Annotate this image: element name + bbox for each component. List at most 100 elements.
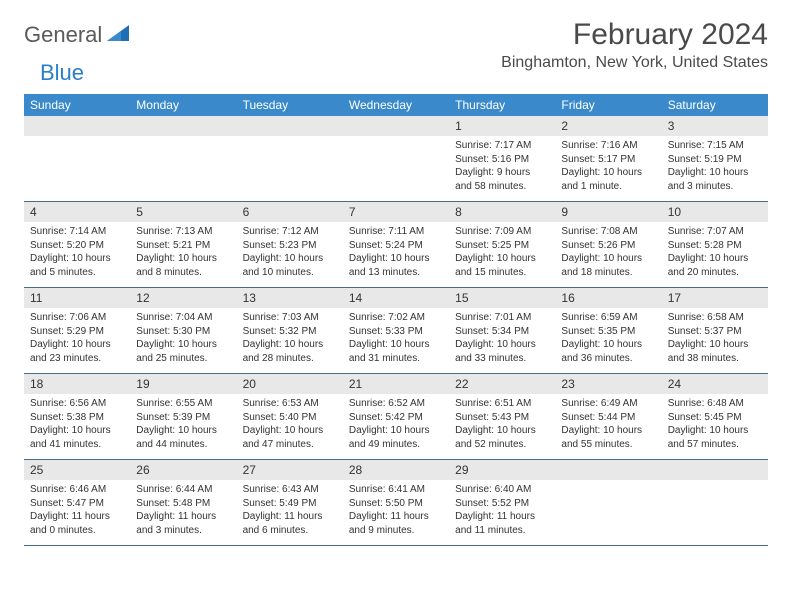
day-detail-line: Sunrise: 6:56 AM [30,397,124,411]
day-detail-line: Sunset: 5:47 PM [30,497,124,511]
day-number: 8 [449,202,555,222]
day-detail: Sunrise: 6:44 AMSunset: 5:48 PMDaylight:… [130,480,236,545]
day-number: 10 [662,202,768,222]
day-number: 4 [24,202,130,222]
day-detail: Sunrise: 7:04 AMSunset: 5:30 PMDaylight:… [130,308,236,373]
day-detail-line: Daylight: 11 hours [30,510,124,524]
day-number: 6 [237,202,343,222]
day-detail-line: and 1 minute. [561,180,655,194]
week-1-body: Sunrise: 7:17 AMSunset: 5:16 PMDaylight:… [24,136,768,202]
day-detail-line: Daylight: 11 hours [455,510,549,524]
day-detail-line: and 47 minutes. [243,438,337,452]
day-detail-line: and 10 minutes. [243,266,337,280]
weekday-monday: Monday [130,94,236,116]
day-number [237,116,343,136]
week-5-numbers: 2526272829 [24,460,768,480]
day-detail-line: and 58 minutes. [455,180,549,194]
brand-triangle-icon [107,25,129,46]
week-2-body: Sunrise: 7:14 AMSunset: 5:20 PMDaylight:… [24,222,768,288]
day-number: 13 [237,288,343,308]
day-detail: Sunrise: 7:01 AMSunset: 5:34 PMDaylight:… [449,308,555,373]
day-detail-line: Daylight: 10 hours [349,252,443,266]
day-detail: Sunrise: 6:53 AMSunset: 5:40 PMDaylight:… [237,394,343,459]
day-detail-line: Daylight: 10 hours [30,424,124,438]
title-block: February 2024 Binghamton, New York, Unit… [501,18,768,72]
week-5-body: Sunrise: 6:46 AMSunset: 5:47 PMDaylight:… [24,480,768,546]
day-detail-line: Sunset: 5:39 PM [136,411,230,425]
day-detail-line: Sunset: 5:21 PM [136,239,230,253]
day-detail-line: Sunset: 5:25 PM [455,239,549,253]
day-number: 28 [343,460,449,480]
day-detail-line: Sunrise: 6:44 AM [136,483,230,497]
day-detail: Sunrise: 6:51 AMSunset: 5:43 PMDaylight:… [449,394,555,459]
day-detail-line: Sunrise: 7:01 AM [455,311,549,325]
day-detail-line: Daylight: 11 hours [349,510,443,524]
day-detail-line: and 41 minutes. [30,438,124,452]
day-detail: Sunrise: 6:41 AMSunset: 5:50 PMDaylight:… [343,480,449,545]
day-detail-line: Daylight: 10 hours [561,338,655,352]
day-number: 18 [24,374,130,394]
day-detail-line: and 3 minutes. [668,180,762,194]
day-detail-line: Daylight: 10 hours [136,338,230,352]
day-number: 25 [24,460,130,480]
day-detail-line: and 6 minutes. [243,524,337,538]
day-detail: Sunrise: 7:08 AMSunset: 5:26 PMDaylight:… [555,222,661,287]
day-detail-line: Sunrise: 7:06 AM [30,311,124,325]
day-number: 7 [343,202,449,222]
month-title: February 2024 [501,18,768,52]
day-detail-line: and 52 minutes. [455,438,549,452]
day-detail: Sunrise: 6:55 AMSunset: 5:39 PMDaylight:… [130,394,236,459]
day-detail-line: Daylight: 10 hours [455,338,549,352]
week-3-body: Sunrise: 7:06 AMSunset: 5:29 PM Daylight:… [24,308,768,374]
day-detail-line: Sunrise: 7:14 AM [30,225,124,239]
day-detail-line: Daylight: 11 hours [136,510,230,524]
weekday-tuesday: Tuesday [237,94,343,116]
day-detail-line: Sunrise: 6:59 AM [561,311,655,325]
day-detail-line: Sunset: 5:38 PM [30,411,124,425]
day-detail-line: Sunrise: 7:04 AM [136,311,230,325]
day-detail-line: Sunset: 5:17 PM [561,153,655,167]
day-detail-line: Sunset: 5:52 PM [455,497,549,511]
day-number: 29 [449,460,555,480]
week-2-numbers: 45678910 [24,202,768,222]
day-detail: Sunrise: 7:12 AMSunset: 5:23 PMDaylight:… [237,222,343,287]
day-detail-line: Sunset: 5:42 PM [349,411,443,425]
day-detail-line: Sunset: 5:37 PM [668,325,762,339]
day-number [555,460,661,480]
day-detail-line: Sunset: 5:32 PM [243,325,337,339]
day-detail-line: and 44 minutes. [136,438,230,452]
day-detail-line: Sunrise: 6:48 AM [668,397,762,411]
day-detail-line: Sunrise: 7:15 AM [668,139,762,153]
day-detail [237,136,343,201]
day-detail-line: Daylight: 10 hours [455,252,549,266]
day-detail-line: Daylight: 10 hours [561,166,655,180]
day-detail-line: Sunset: 5:29 PM [30,325,124,339]
day-detail: Sunrise: 6:58 AMSunset: 5:37 PMDaylight:… [662,308,768,373]
day-detail-line: Daylight: 10 hours [243,338,337,352]
brand-logo: General [24,18,131,48]
day-detail-line: Sunset: 5:43 PM [455,411,549,425]
day-detail-line: Sunset: 5:35 PM [561,325,655,339]
day-detail-line: Sunrise: 6:53 AM [243,397,337,411]
day-detail-line: Sunset: 5:30 PM [136,325,230,339]
day-detail-line: Sunrise: 6:49 AM [561,397,655,411]
day-detail-line: Daylight: 11 hours [243,510,337,524]
weekday-header-row: SundayMondayTuesdayWednesdayThursdayFrid… [24,94,768,116]
day-detail-line: Sunset: 5:44 PM [561,411,655,425]
day-detail-line: Daylight: 10 hours [561,252,655,266]
day-detail-line: and 28 minutes. [243,352,337,366]
weekday-sunday: Sunday [24,94,130,116]
day-detail-line: Sunrise: 6:40 AM [455,483,549,497]
day-detail-line: Sunrise: 6:58 AM [668,311,762,325]
day-detail: Sunrise: 6:43 AMSunset: 5:49 PMDaylight:… [237,480,343,545]
day-number: 20 [237,374,343,394]
day-detail-line: Sunset: 5:50 PM [349,497,443,511]
day-detail-line: and 33 minutes. [455,352,549,366]
brand-part1: General [24,22,102,48]
day-detail-line: and 0 minutes. [30,524,124,538]
day-detail-line: and 23 minutes. [30,352,124,366]
day-detail-line: Daylight: 10 hours [561,424,655,438]
week-4-numbers: 18192021222324 [24,374,768,394]
day-detail: Sunrise: 7:17 AMSunset: 5:16 PMDaylight:… [449,136,555,201]
day-detail-line: Sunrise: 6:52 AM [349,397,443,411]
